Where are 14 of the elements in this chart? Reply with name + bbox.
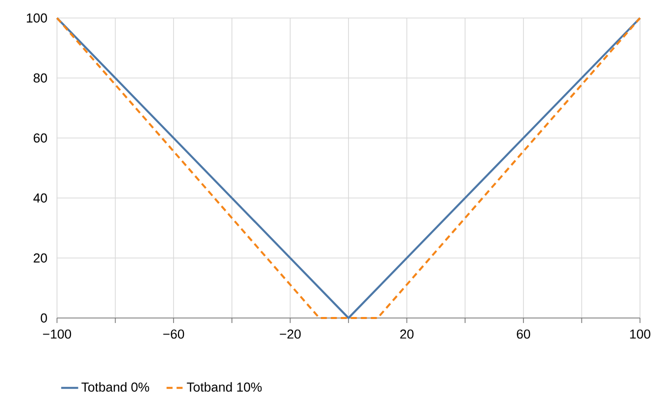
y-tick-label: 20 [34,253,47,263]
y-tick-label: 80 [34,73,47,83]
y-tick-label: 0 [40,313,47,323]
y-tick-label: 40 [33,193,47,203]
y-tick-label: 60 [34,133,47,143]
x-tick-label: −60 [163,330,184,339]
x-tick-label: −100 [43,330,72,339]
y-tick-label: 100 [26,13,47,23]
legend-label: Totband 0% [81,382,150,392]
legend-label: Totband 10% [186,382,262,392]
x-tick-label: 20 [400,330,414,339]
x-tick-label: −20 [280,330,301,339]
x-tick-label: 60 [516,330,530,339]
x-tick-label: 100 [630,330,650,339]
